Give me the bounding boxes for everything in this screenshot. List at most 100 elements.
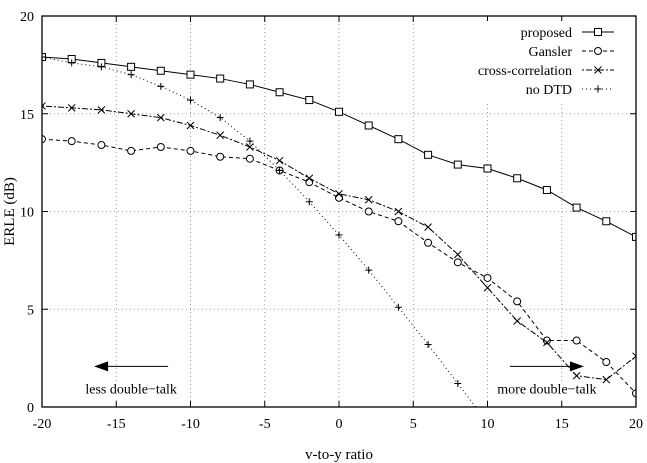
data-point-gansler [245,154,254,163]
data-point-cross-correlation [305,174,314,183]
annotation-layer: less double−talk more double−talk [82,361,600,399]
legend-label-no-dtd: no DTD [526,83,572,98]
series-proposed [42,53,636,241]
data-point-gansler [97,141,106,150]
data-point-cross-correlation [572,371,581,380]
data-point-proposed [245,80,254,89]
x-axis-label: v-to-y ratio [305,447,373,463]
data-point-no-dtd [454,380,462,388]
arrow-head-right [569,361,584,372]
data-point-no-dtd [335,231,343,239]
legend-item-cross-correlation: cross-correlation [478,64,614,79]
legend-swatch-marker-proposed [594,28,602,36]
x-tick-label: 15 [555,417,569,432]
data-point-cross-correlation [364,195,373,204]
legend-swatch-marker-cross-correlation [594,66,602,74]
data-point-gansler [42,135,46,144]
data-point-gansler [632,389,636,398]
data-point-proposed [364,121,373,130]
annotation-text-background [82,381,180,399]
data-point-no-dtd [157,82,165,90]
data-point-no-dtd [394,303,402,311]
data-point-cross-correlation [335,190,343,198]
data-point-proposed [127,62,136,71]
legend-item-proposed: proposed [521,26,614,41]
data-point-cross-correlation [246,143,254,151]
data-point-cross-correlation [42,102,46,110]
x-tick-label: 20 [629,417,643,432]
tick-layer: -20 -15 -10 -5 0 5 10 15 20 0 5 10 15 20 [20,10,643,432]
data-point-gansler [156,142,165,151]
data-point-cross-correlation [394,207,403,216]
x-tick-label: 0 [336,417,343,432]
legend-item-gansler: Gansler [528,45,614,60]
data-point-no-dtd [365,266,373,274]
data-point-gansler [453,258,462,267]
data-point-cross-correlation [127,109,135,118]
data-point-proposed [513,174,522,183]
annotation-text: less double−talk [85,382,177,397]
data-point-cross-correlation [186,121,195,130]
data-point-proposed [216,74,225,83]
y-tick-label: 20 [20,10,34,25]
data-point-proposed [424,150,433,159]
y-axis-label: ERLE (dB) [2,177,18,246]
data-point-cross-correlation [453,250,462,259]
y-tick-label: 10 [20,206,34,221]
data-point-gansler [186,146,195,155]
legend-label-proposed: proposed [521,26,572,41]
y-tick-label: 5 [27,303,34,318]
data-point-gansler [127,146,136,155]
data-point-gansler [364,207,373,216]
data-point-proposed [394,135,403,144]
data-point-no-dtd [216,114,224,122]
data-point-no-dtd [68,59,76,67]
data-point-no-dtd [276,166,284,174]
arrow-head-left [94,361,109,372]
data-point-cross-correlation [632,352,636,361]
data-point-gansler [572,336,581,345]
annotation-right: more double−talk [494,361,600,399]
data-point-proposed [305,96,314,105]
legend-label-gansler: Gansler [528,45,572,60]
data-point-proposed [275,88,284,97]
data-point-gansler [483,273,492,282]
legend: proposed Gansler cross-correlation no DTD [473,21,620,101]
x-tick-label: -5 [259,417,271,432]
data-point-proposed [572,203,581,212]
data-point-cross-correlation [543,338,551,347]
data-point-proposed [453,160,462,169]
series-layer [42,53,636,407]
x-tick-label: 5 [410,417,417,432]
legend-swatch-marker-no-dtd [594,85,602,93]
series-line-gansler [42,138,636,394]
x-tick-label: -20 [33,417,52,432]
data-point-gansler [513,297,522,306]
data-point-no-dtd [187,96,194,104]
data-point-proposed [483,164,492,173]
data-point-gansler [602,358,611,367]
data-point-no-dtd [42,53,46,61]
data-point-proposed [602,217,611,226]
data-point-proposed [542,185,551,194]
data-point-cross-correlation [156,113,165,122]
data-point-no-dtd [246,137,254,145]
series-line-no-dtd [42,56,477,407]
annotation-text-background [494,381,600,399]
legend-swatch-marker-gansler [594,47,602,55]
data-point-no-dtd [424,340,432,348]
legend-label-cross-correlation: cross-correlation [478,64,572,79]
series-gansler [42,135,636,398]
data-point-no-dtd [127,71,135,79]
series-no-dtd [42,53,477,407]
x-tick-label: -15 [107,417,126,432]
x-tick-label: -10 [181,417,200,432]
data-point-gansler [67,137,76,146]
data-point-cross-correlation [97,105,106,114]
data-point-proposed [156,66,165,75]
data-point-proposed [186,70,195,79]
data-point-gansler [394,217,403,226]
data-point-cross-correlation [513,317,522,325]
y-tick-label: 0 [27,401,34,416]
